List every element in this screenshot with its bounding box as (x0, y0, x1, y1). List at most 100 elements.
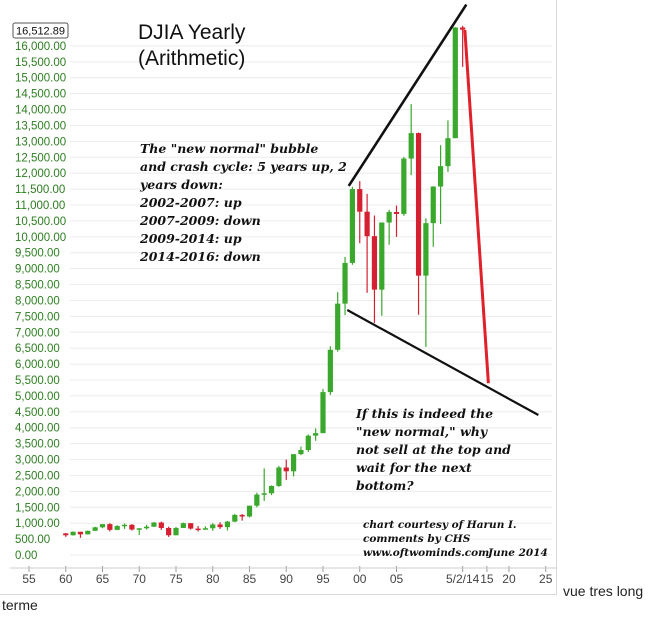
candle-body (173, 527, 179, 536)
current-value-badge: 16,512.89 (12, 22, 69, 39)
y-tick-label: 16,000.00 (15, 41, 66, 53)
candle-body (217, 524, 223, 528)
candle-body (85, 530, 91, 535)
candle (85, 530, 91, 535)
candle (349, 186, 355, 265)
x-tick-label: 25 (539, 572, 553, 586)
candle-body (349, 189, 355, 263)
y-tick-label: 1,500.00 (15, 502, 60, 514)
candle (291, 454, 297, 477)
candle-body (445, 138, 451, 167)
candle-body (63, 533, 69, 536)
candle-body (291, 454, 297, 472)
y-axis: 16,000.00 15,500.00 15,000.00 14,500.00 14,0… (15, 41, 66, 562)
y-tick-label: 6,000.00 (15, 359, 60, 371)
candle (320, 388, 326, 434)
candle (415, 132, 422, 315)
candle-body (320, 392, 326, 434)
trend-lines (346, 3, 539, 416)
candle (313, 428, 319, 441)
candle (232, 513, 238, 523)
candle (430, 186, 436, 247)
candle-body (210, 524, 216, 529)
y-tick-label: 14,500.00 (15, 89, 66, 101)
candle (452, 27, 458, 139)
candle (283, 459, 289, 480)
candle (357, 181, 363, 244)
candle-body (261, 493, 267, 495)
candle (63, 533, 69, 537)
candle-body (415, 133, 422, 276)
question-line-4: wait for the next (356, 460, 472, 475)
candle-body (166, 527, 172, 536)
candle (401, 156, 407, 216)
candle (327, 346, 333, 395)
candle-body (151, 522, 157, 527)
candle (224, 520, 231, 531)
credit-line-2: comments by CHS (363, 533, 471, 545)
y-tick-label: 3,000.00 (15, 455, 60, 467)
cycle-line-2: and crash cycle: 5 years up, 2 (140, 159, 347, 174)
y-tick-label: 15,500.00 (15, 57, 66, 69)
x-tick-label: 00 (353, 572, 367, 586)
candle (129, 524, 135, 531)
y-tick-label: 14,000.00 (15, 105, 66, 117)
candle (438, 145, 444, 225)
candle-body (342, 262, 348, 304)
candle-body (276, 467, 282, 486)
candle-body (239, 514, 245, 517)
candle (445, 120, 451, 172)
candle-body (254, 494, 260, 506)
candle-body (107, 524, 113, 530)
candle-body (379, 222, 385, 290)
y-tick-label: 8,000.00 (15, 295, 60, 307)
candle-body (305, 435, 311, 450)
candle-body (401, 158, 407, 214)
candle-body (144, 526, 150, 529)
question-line-5: bottom? (356, 478, 414, 493)
credit-annotation: chart courtesy of Harun I. comments by C… (363, 519, 548, 559)
candle (99, 524, 106, 529)
x-tick-label: 75 (169, 572, 183, 586)
candle-body (202, 528, 208, 530)
cycle-line-3: years down: (139, 177, 223, 192)
y-tick-label: 9,500.00 (15, 248, 60, 260)
candle-body (423, 223, 429, 276)
x-tick-label: 80 (206, 572, 220, 586)
x-tick-label: 20 (502, 572, 516, 586)
candle-body (180, 523, 186, 528)
candle (166, 526, 172, 537)
candle-body (452, 27, 458, 139)
x-tick-label: 05 (390, 572, 404, 586)
y-tick-label: 5,000.00 (15, 391, 60, 403)
caption-left: terme (2, 597, 38, 613)
y-tick-label: 10,000.00 (15, 232, 66, 244)
question-line-1: If this is indeed the (355, 406, 493, 421)
upper-trendline (347, 3, 468, 187)
cycle-line-5: 2007-2009: down (139, 213, 261, 228)
candle (268, 485, 275, 496)
candle (342, 256, 348, 316)
projection-line (463, 29, 490, 384)
x-tick-label: 85 (243, 572, 257, 586)
current-value-label: 16,512.89 (16, 26, 65, 38)
cycle-line-7: 2014-2016: down (139, 249, 261, 264)
candle (92, 526, 98, 531)
y-tick-label: 11,000.00 (15, 200, 65, 212)
candle (261, 468, 267, 501)
candle-body (268, 485, 275, 494)
candle-body (393, 212, 400, 214)
candle-body (408, 133, 414, 159)
candle (151, 521, 157, 527)
candle-body (129, 524, 135, 530)
y-tick-label: 11,500.00 (15, 184, 65, 196)
cycle-line-6: 2009-2014: up (139, 231, 242, 246)
chart-title: DJIA Yearly (138, 21, 246, 44)
y-tick-label: 2,000.00 (15, 486, 60, 498)
candle-body (430, 186, 436, 224)
x-tick-label: 60 (59, 572, 73, 586)
grid-layer (70, 45, 552, 556)
y-tick-label: 0.00 (15, 550, 37, 562)
y-tick-label: 12,500.00 (15, 152, 66, 164)
candle (364, 193, 370, 293)
